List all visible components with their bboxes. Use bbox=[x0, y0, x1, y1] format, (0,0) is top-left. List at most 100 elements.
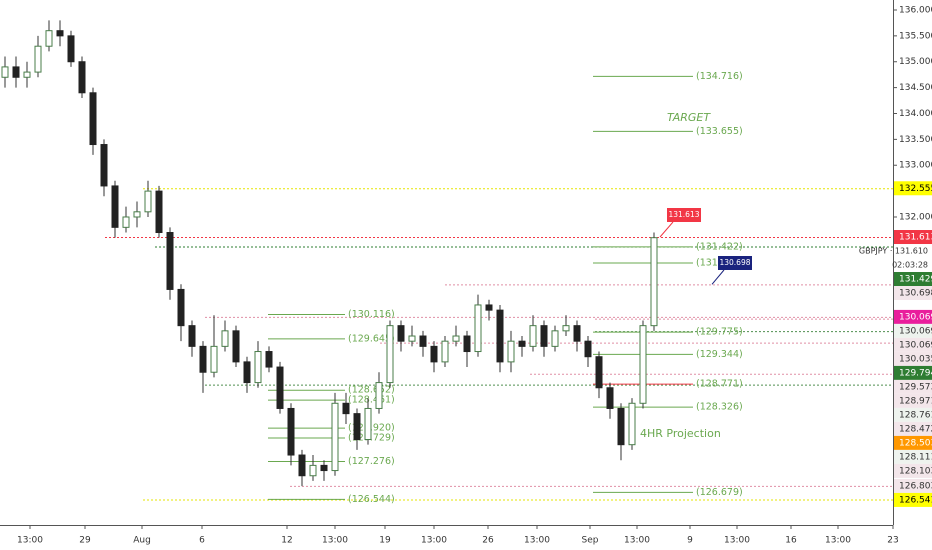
candle-body bbox=[507, 340, 515, 363]
projection-label: (126.679) bbox=[696, 487, 743, 498]
y-tick-label: 133.000 bbox=[899, 161, 932, 171]
x-tick-label: 13:00 bbox=[724, 536, 750, 546]
candle-body bbox=[133, 211, 141, 218]
candle-body bbox=[276, 366, 284, 409]
candle-body bbox=[56, 30, 64, 37]
candle-body bbox=[199, 345, 207, 373]
price-label: 128.111 bbox=[899, 452, 932, 462]
y-tick-label: 136.000 bbox=[899, 5, 932, 15]
price-label: 128.103 bbox=[899, 466, 932, 476]
callout-label: 131.613 bbox=[668, 210, 699, 219]
price-label: 126.541 bbox=[899, 495, 932, 505]
price-label-box bbox=[894, 492, 932, 507]
price-label: 130.698 bbox=[899, 289, 932, 299]
y-tick-label: 134.000 bbox=[899, 109, 932, 119]
price-label: 131.429 bbox=[899, 275, 932, 285]
candle-body bbox=[364, 407, 372, 441]
candle-body bbox=[111, 185, 119, 228]
price-label: 129.794 bbox=[899, 368, 932, 378]
candle-body bbox=[12, 66, 20, 78]
price-label-box bbox=[894, 435, 932, 450]
x-tick-label: 29 bbox=[79, 536, 91, 546]
candle-body bbox=[595, 356, 603, 389]
candle-body bbox=[419, 335, 427, 347]
projection-label: (133.655) bbox=[696, 126, 743, 137]
price-label: 128.761 bbox=[899, 410, 932, 420]
price-label: 128.472 bbox=[899, 424, 932, 434]
candle-body bbox=[320, 464, 328, 472]
candle-body bbox=[441, 340, 449, 363]
projection-label: (129.645) bbox=[348, 333, 395, 344]
price-label-box bbox=[894, 463, 932, 478]
candle-body bbox=[177, 288, 185, 327]
candle-body bbox=[518, 340, 526, 347]
x-tick-label: 13:00 bbox=[17, 536, 43, 546]
candle-body bbox=[397, 325, 405, 342]
candle-body bbox=[342, 402, 350, 415]
y-tick-label: 135.500 bbox=[899, 31, 932, 41]
price-label: 126.803 bbox=[899, 481, 932, 491]
candle-body bbox=[584, 340, 592, 358]
price-label-box bbox=[894, 323, 932, 338]
candle-body bbox=[353, 413, 361, 441]
candle-body bbox=[188, 325, 196, 347]
candle-body bbox=[408, 335, 416, 342]
projection-label: (128.326) bbox=[696, 402, 743, 413]
candle-body bbox=[34, 45, 42, 73]
callout-box bbox=[667, 208, 701, 222]
candle-body bbox=[210, 345, 218, 373]
price-label-box bbox=[894, 393, 932, 408]
x-tick-label: 23 bbox=[887, 536, 898, 546]
candle-body bbox=[265, 351, 273, 368]
candle-body bbox=[606, 387, 614, 409]
projection-label: (129.344) bbox=[696, 349, 743, 360]
callout-label: 130.698 bbox=[719, 258, 750, 267]
projection-label: (128.461) bbox=[348, 395, 395, 406]
price-label-box bbox=[894, 272, 932, 287]
price-label-box bbox=[894, 365, 932, 380]
price-label-box bbox=[894, 421, 932, 436]
candle-body bbox=[78, 61, 86, 94]
x-tick-label: 13:00 bbox=[421, 536, 447, 546]
price-label: 130.035 bbox=[899, 354, 932, 364]
candle-body bbox=[639, 325, 647, 404]
projection-label: (127.276) bbox=[348, 456, 395, 467]
x-tick-label: Aug bbox=[133, 536, 151, 546]
price-label-box bbox=[894, 286, 932, 301]
y-tick-label: 133.500 bbox=[899, 135, 932, 145]
candle-body bbox=[463, 335, 471, 353]
candle-body bbox=[551, 330, 559, 347]
x-tick-label: 13:00 bbox=[322, 536, 348, 546]
price-label: 130.069 bbox=[899, 326, 932, 336]
projection-label: (128.652) bbox=[348, 385, 395, 396]
candle-body bbox=[166, 232, 174, 290]
x-tick-label: 26 bbox=[482, 536, 494, 546]
candle-body bbox=[617, 407, 625, 446]
x-tick-label: 13:00 bbox=[624, 536, 650, 546]
projection-label: (130.116) bbox=[348, 309, 395, 320]
price-label-box bbox=[894, 478, 932, 493]
candle-body bbox=[386, 325, 394, 384]
price-label: GBPJPY · 131.610 bbox=[859, 247, 928, 256]
price-label: 129.573 bbox=[899, 382, 932, 392]
candle-body bbox=[309, 464, 317, 477]
callout-box bbox=[718, 256, 752, 270]
candle-body bbox=[67, 35, 75, 63]
candle-body bbox=[298, 454, 306, 477]
candle-body bbox=[474, 304, 482, 353]
candle-body bbox=[562, 325, 570, 332]
candle-body bbox=[232, 330, 240, 363]
candle-body bbox=[540, 325, 548, 347]
price-label-box bbox=[894, 379, 932, 394]
projection-label: (134.716) bbox=[696, 71, 743, 82]
projection-text: 4HR Projection bbox=[640, 427, 721, 440]
candle-body bbox=[122, 216, 130, 228]
candle-body bbox=[221, 330, 229, 347]
candle-body bbox=[650, 237, 658, 327]
candle-body bbox=[452, 335, 460, 342]
price-label-box bbox=[894, 351, 932, 366]
price-label-box bbox=[894, 181, 932, 196]
candle-body bbox=[144, 190, 152, 213]
x-tick-label: Sep bbox=[582, 536, 599, 546]
